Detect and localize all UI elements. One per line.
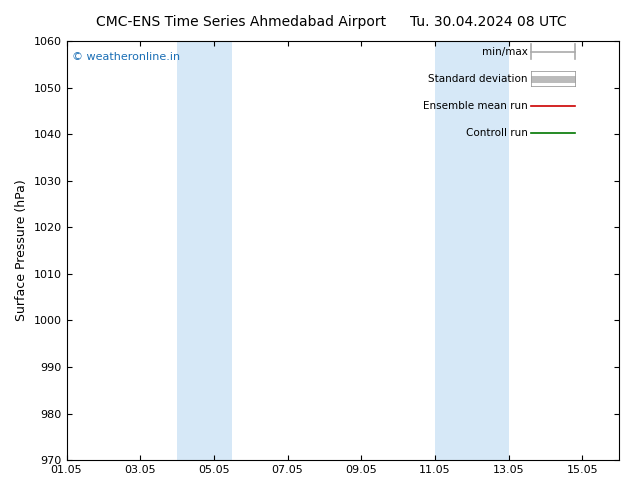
Text: min/max: min/max: [482, 47, 528, 56]
Bar: [435, 41, 508, 460]
Text: Standard deviation: Standard deviation: [429, 74, 528, 84]
Text: Ensemble mean run: Ensemble mean run: [423, 101, 528, 111]
Text: CMC-ENS Time Series Ahmedabad Airport: CMC-ENS Time Series Ahmedabad Airport: [96, 15, 386, 29]
Bar: [177, 41, 232, 460]
Text: © weatheronline.in: © weatheronline.in: [72, 51, 180, 62]
Text: Controll run: Controll run: [466, 128, 528, 138]
Y-axis label: Surface Pressure (hPa): Surface Pressure (hPa): [15, 180, 28, 321]
Text: Tu. 30.04.2024 08 UTC: Tu. 30.04.2024 08 UTC: [410, 15, 567, 29]
